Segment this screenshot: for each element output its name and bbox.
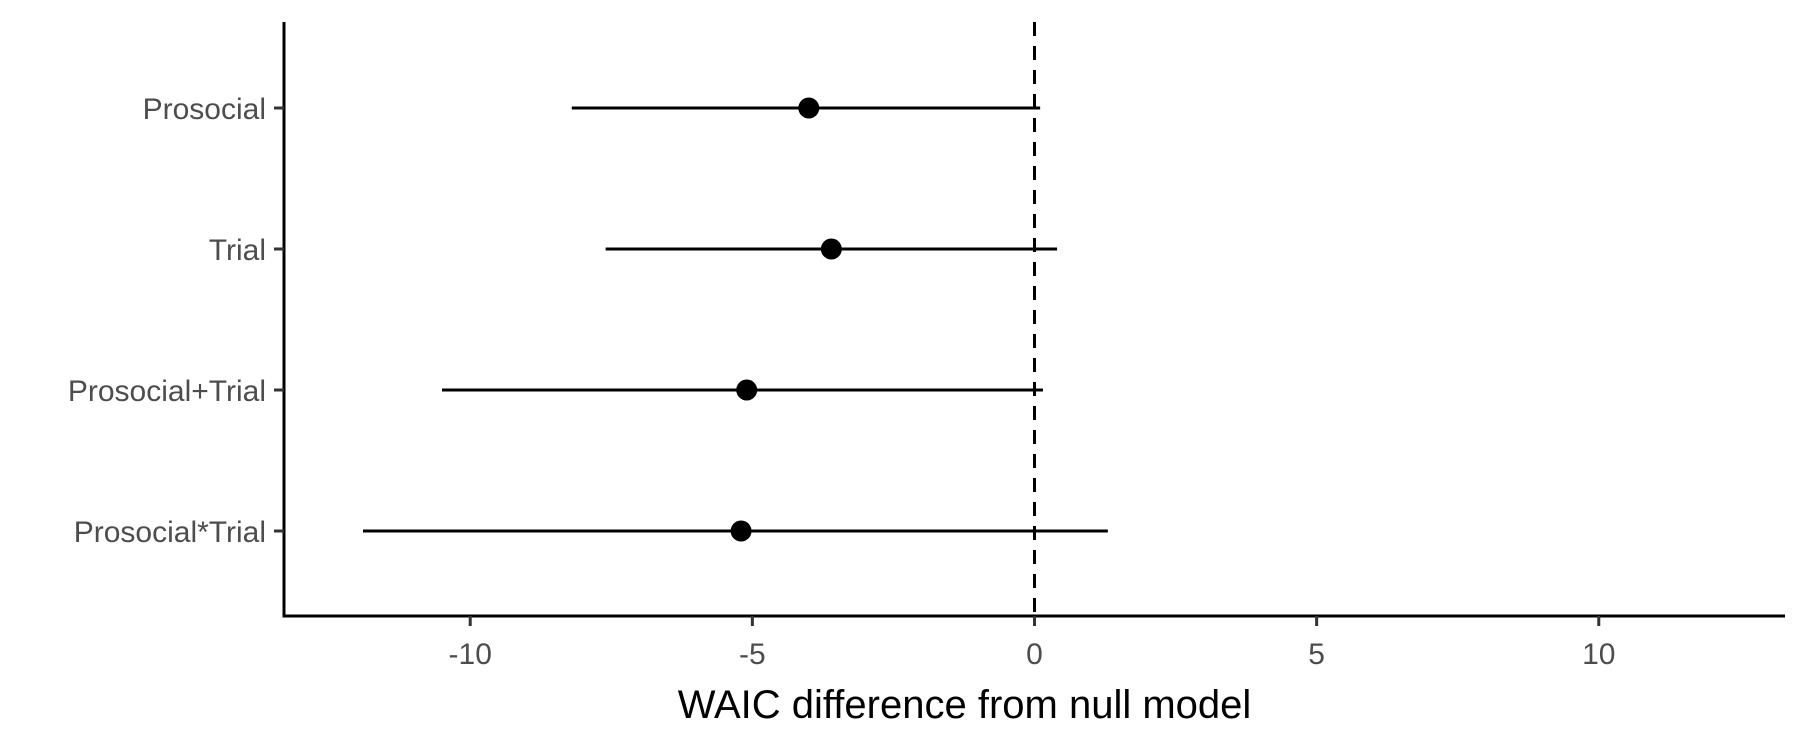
x-tick-label: 5 [1308, 638, 1325, 671]
ticks-layer: -10 -5 0 5 10 Prosocial Trial Prosocial+Trial Pr… [68, 93, 1616, 671]
x-tick-label: -10 [449, 638, 492, 671]
intervals-layer [363, 97, 1108, 542]
x-tick-label: 0 [1026, 638, 1043, 671]
x-axis-title: WAIC difference from null model [678, 683, 1252, 727]
y-tick-label: Prosocial*Trial [74, 516, 266, 549]
estimate-point [730, 520, 752, 542]
y-tick-label: Trial [209, 234, 266, 267]
y-tick-label: Prosocial [143, 93, 266, 126]
x-tick-label: -5 [739, 638, 766, 671]
x-tick-label: 10 [1582, 638, 1615, 671]
estimate-point [798, 97, 820, 119]
y-tick-label: Prosocial+Trial [68, 375, 266, 408]
estimate-point [736, 379, 758, 401]
estimate-point [820, 238, 842, 260]
